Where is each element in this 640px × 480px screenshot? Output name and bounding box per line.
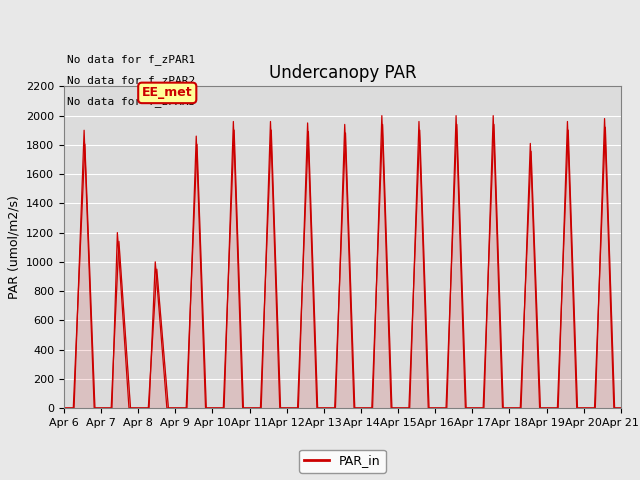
Text: No data for f_zPAR1: No data for f_zPAR1 <box>67 54 195 65</box>
Title: Undercanopy PAR: Undercanopy PAR <box>269 64 416 82</box>
Text: EE_met: EE_met <box>142 86 193 99</box>
Text: No data for f_zPAR3: No data for f_zPAR3 <box>67 96 195 107</box>
Text: No data for f_zPAR2: No data for f_zPAR2 <box>67 75 195 86</box>
Y-axis label: PAR (umol/m2/s): PAR (umol/m2/s) <box>8 195 20 299</box>
Legend: PAR_in: PAR_in <box>299 449 386 472</box>
